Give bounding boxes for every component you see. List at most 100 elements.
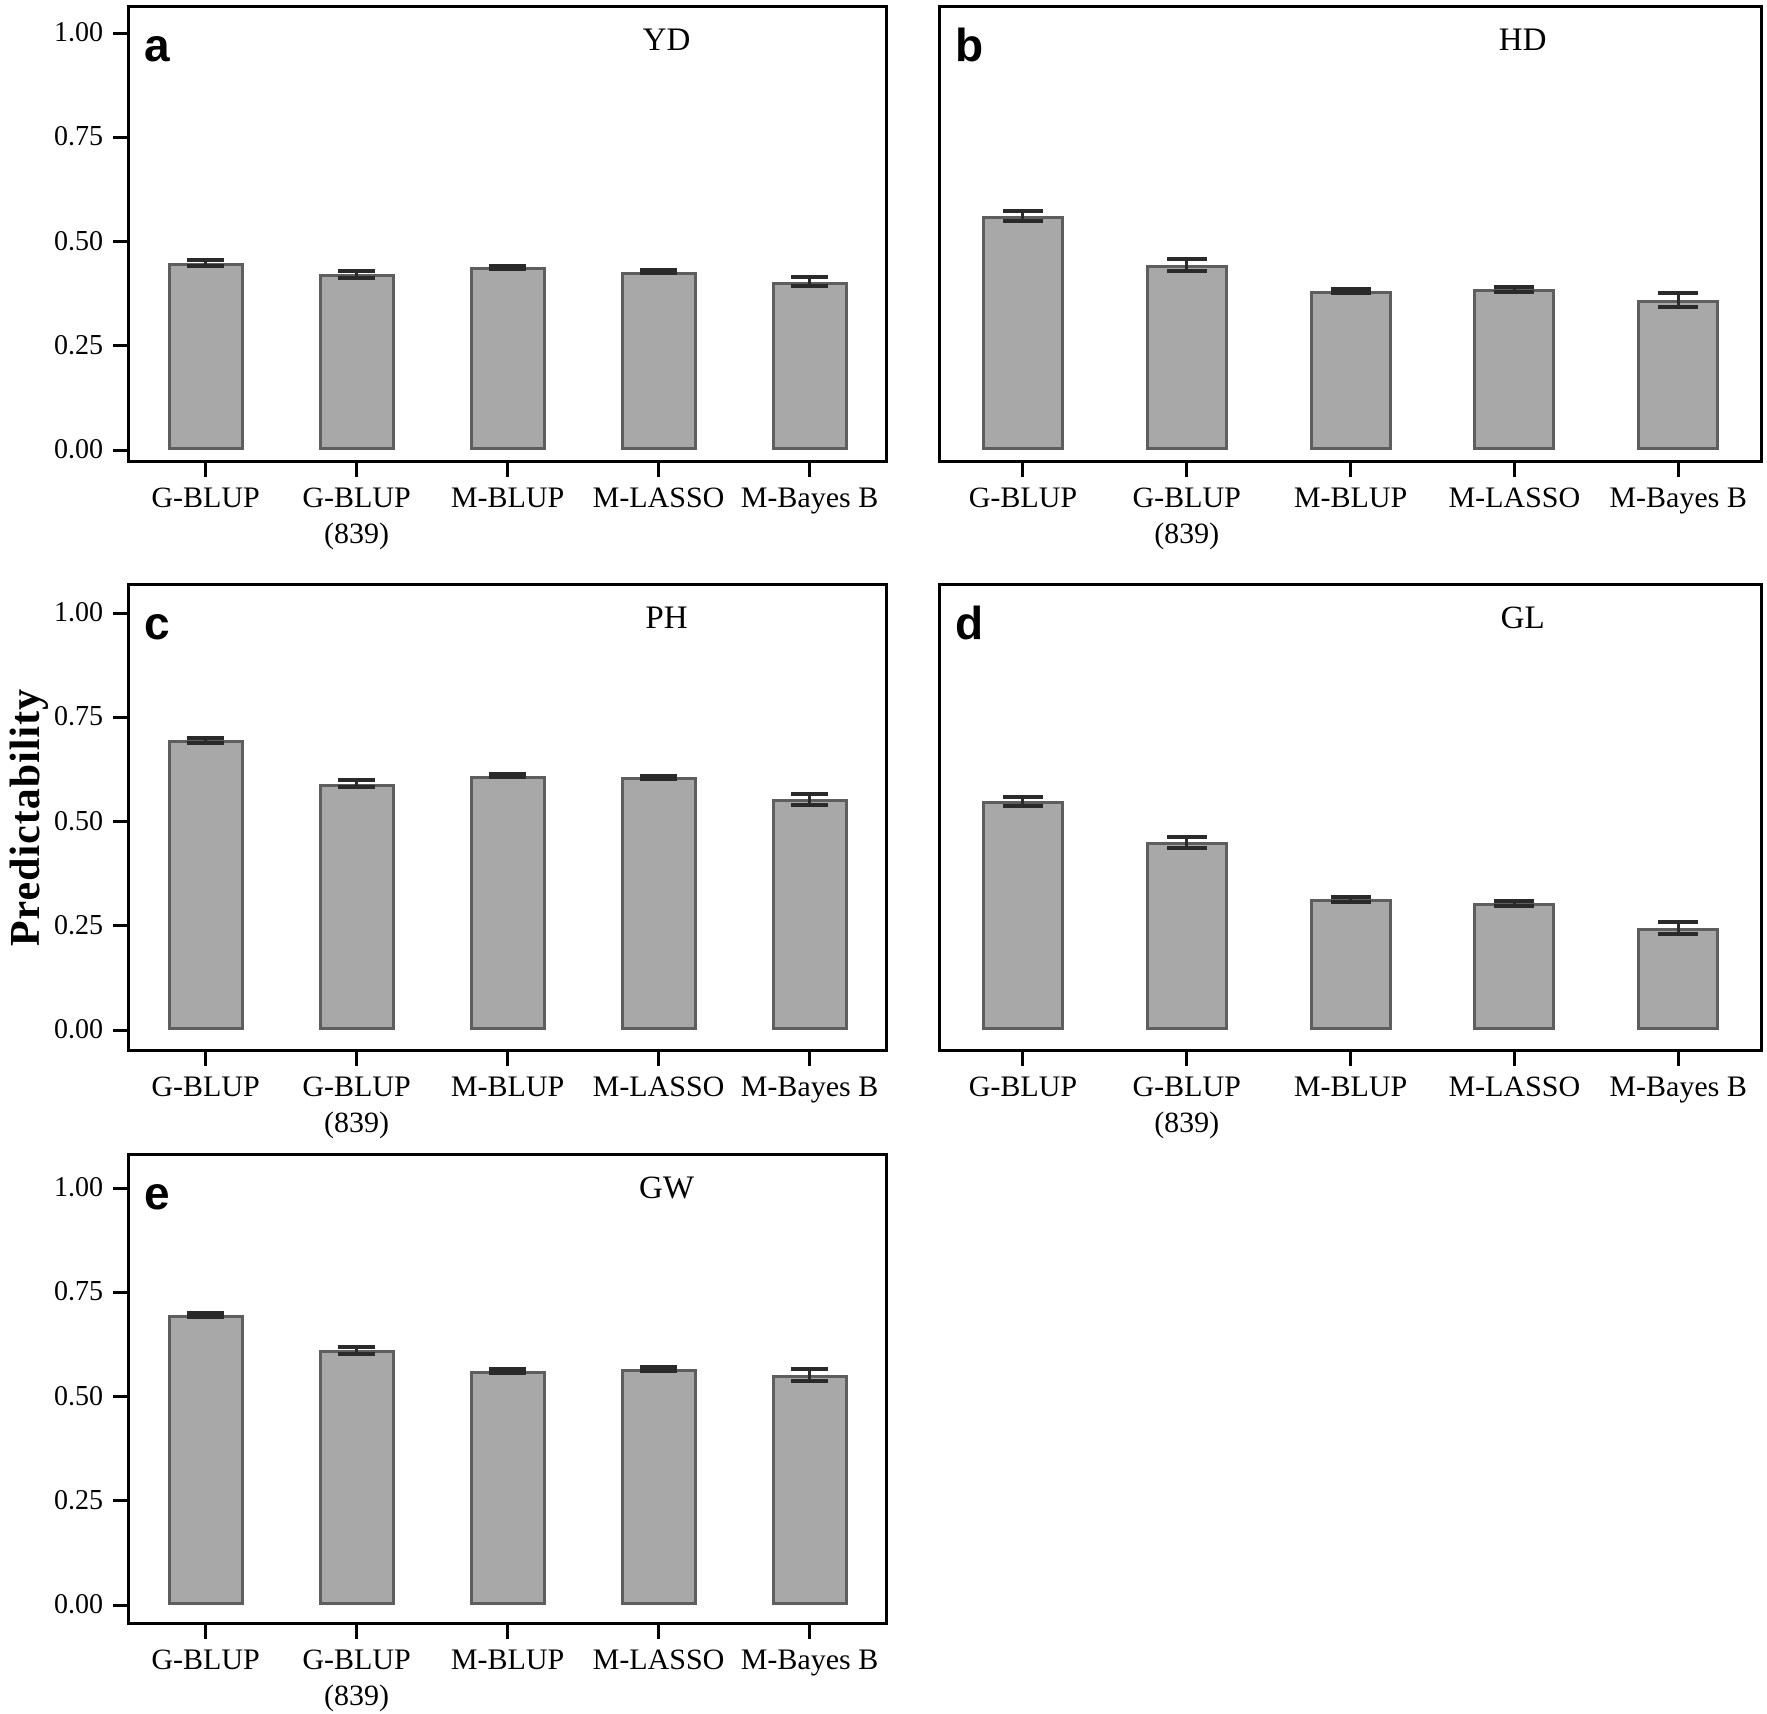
y-tick [113,1499,127,1503]
x-category-label-line: M-Bayes B [740,1643,879,1676]
trait-title-HD: HD [1498,22,1547,58]
x-category-label-4: M-Bayes B [700,1642,920,1678]
y-tick-label: 0.25 [54,1484,103,1516]
error-bar-line [355,780,358,787]
error-bar-line [355,1346,358,1354]
x-tick [1349,463,1352,477]
x-category-label-line: M-Bayes B [740,1070,879,1103]
bar-YD-2 [469,267,546,450]
bar-GW-0 [167,1315,244,1605]
x-category-label-line: (839) [324,1106,389,1139]
error-bar-cap [489,1366,526,1371]
y-tick [113,1395,127,1398]
x-category-label-line: M-Bayes B [1609,481,1747,514]
error-bar-cap [1330,899,1371,904]
y-tick-label: 0.25 [54,909,103,941]
x-category-label-line: G-BLUP [151,481,260,514]
error-bar-cap [1494,289,1535,294]
x-tick [1676,1052,1680,1066]
x-tick [1349,1052,1352,1066]
bar-PH-1 [318,783,395,1030]
x-category-label-line: (839) [324,517,389,550]
error-bar-cap [1658,919,1699,924]
error-bar-cap [489,771,526,776]
error-bar-cap [1494,285,1535,290]
error-bar-cap [338,784,375,789]
error-bar-line [1185,836,1189,848]
error-bar-line [1021,797,1025,806]
x-tick [506,1625,509,1639]
chart-panel-c: c PH 1.00 0.75 0.50 0.25 0.00 G-BLUP G-BLUP (839)… [54,583,888,1139]
bar-PH-2 [469,775,546,1030]
x-tick [355,1625,358,1639]
x-category-label-4: M-Bayes B [700,480,920,516]
bar-HD-2 [1309,291,1392,450]
bar-GL-1 [1145,842,1228,1030]
panel-letter-e: e [144,1167,170,1219]
x-category-label-0: G-BLUP [913,480,1133,516]
y-tick-label: 1.00 [54,17,103,48]
trait-title-GL: GL [1500,600,1545,636]
x-category-label-0: G-BLUP [96,1642,316,1678]
error-bar-line [1676,292,1680,307]
bar-GL-4 [1637,927,1720,1030]
chart-panel-b: b HD G-BLUP G-BLUP (839) M-BLUP M-LASSO M-Bayes… [938,5,1763,550]
y-tick [113,924,127,928]
error-bar-cap [489,267,526,272]
x-category-label-0: G-BLUP [913,1069,1133,1105]
x-tick [204,1052,207,1066]
x-category-label-line: M-BLUP [450,1070,565,1103]
error-bar-cap [640,776,677,781]
error-bar-line [204,260,207,267]
error-bar-cap [791,274,828,279]
x-category-label-line: M-BLUP [1293,481,1408,514]
error-bar-cap [1002,208,1043,213]
bar-GW-4 [771,1374,848,1605]
error-bar-cap [1166,834,1207,839]
error-bar-cap [187,735,224,740]
y-tick-label: 0.50 [54,225,103,257]
x-category-label-line: M-BLUP [450,1643,565,1676]
y-tick-label: 0.75 [54,121,103,153]
x-category-label-1: G-BLUP (839) [1077,1069,1297,1141]
error-bar-cap [640,1365,677,1370]
x-category-label-line: G-BLUP [302,1070,411,1103]
error-bar-line [808,1368,811,1381]
x-tick [506,1052,509,1066]
panel-letter-b: b [955,19,984,71]
panel-letter-c: c [144,597,170,649]
x-category-label-line: M-LASSO [592,481,725,514]
error-bar-cap [791,802,828,807]
error-bar-cap [338,1344,375,1349]
error-bar-line [506,1368,509,1374]
error-bar-cap [1002,795,1043,800]
x-tick [355,463,358,477]
trait-title-YD: YD [642,22,691,58]
x-tick [1676,463,1680,477]
y-tick [113,448,127,452]
error-bar-line [1349,897,1352,902]
bar-YD-1 [318,274,395,450]
y-tick-label: 0.00 [54,434,103,465]
x-category-label-line: G-BLUP [1132,1070,1241,1103]
y-tick [113,1028,127,1032]
error-bar-cap [1494,903,1535,908]
bar-HD-1 [1145,265,1228,450]
y-tick-label: 1.00 [54,1172,103,1203]
trait-title-GW: GW [639,1170,694,1206]
y-tick-label: 0.25 [54,329,103,361]
x-tick [204,463,207,477]
y-tick [113,31,127,35]
error-bar-line [1676,921,1680,935]
bar-HD-3 [1473,289,1556,450]
x-category-label-2: M-BLUP [398,1069,618,1105]
x-tick [506,463,509,477]
x-category-label-2: M-BLUP [398,1642,618,1678]
bar-YD-4 [771,281,848,450]
error-bar-cap [640,271,677,276]
error-bar-cap [489,1371,526,1376]
x-category-label-2: M-BLUP [1241,1069,1461,1105]
x-category-label-line: M-LASSO [592,1643,725,1676]
error-bar-cap [338,778,375,783]
x-tick [1512,1052,1516,1066]
